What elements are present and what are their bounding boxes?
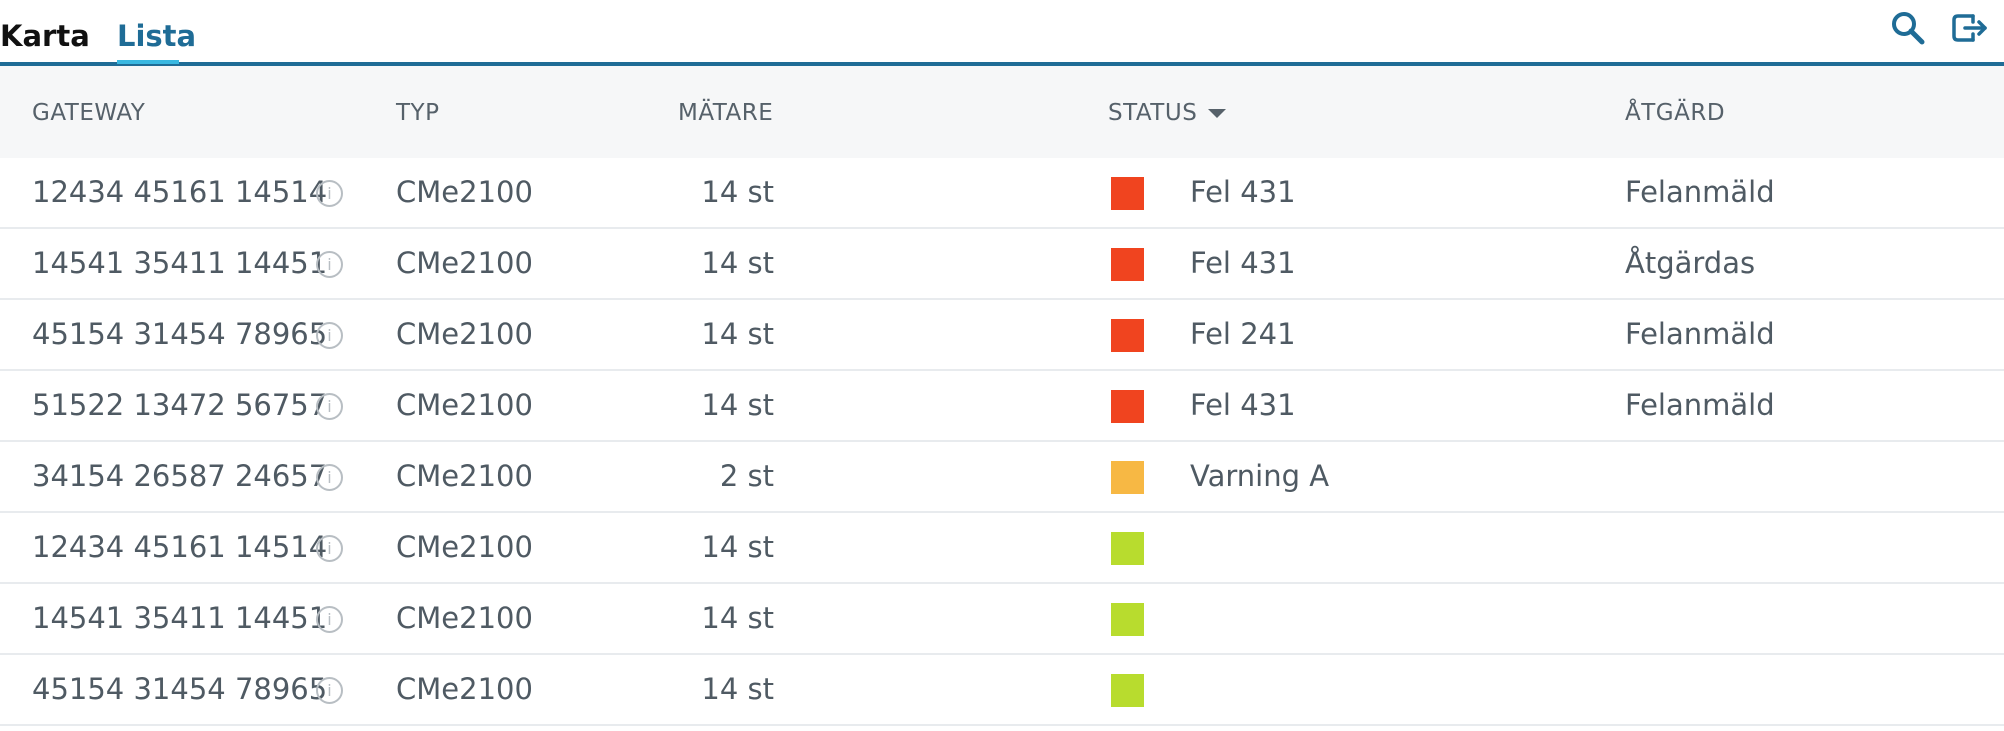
gateway-id: 34154 26587 24657 [32,459,328,493]
meter-count: 14 st [701,388,774,422]
gateway-type: CMe2100 [396,601,533,635]
status-text: Fel 431 [1190,246,1296,280]
gateway-type: CMe2100 [396,246,533,280]
gateway-id: 14541 35411 14451 [32,246,328,280]
gateway-type: CMe2100 [396,175,533,209]
action-text: Felanmäld [1625,388,1775,422]
meter-count: 14 st [701,317,774,351]
action-text: Felanmäld [1625,317,1775,351]
table-header: GATEWAY TYP MÄTARE STATUS ÅTGÄRD [0,66,2004,158]
column-header-matare[interactable]: MÄTARE [678,100,774,126]
gateway-id: 12434 45161 14514 [32,530,328,564]
search-icon [1891,11,1925,45]
meter-count: 14 st [701,530,774,564]
sort-descending-icon[interactable] [1208,109,1226,118]
info-icon[interactable]: i [316,535,343,562]
tab-lista[interactable]: Lista [117,19,197,53]
status-indicator [1111,248,1144,281]
search-button[interactable] [1886,6,1930,50]
column-header-atgard[interactable]: ÅTGÄRD [1625,100,1726,126]
status-indicator [1111,603,1144,636]
gateway-type: CMe2100 [396,530,533,564]
table-row[interactable]: 45154 31454 78965 i CMe2100 14 st [0,655,2004,726]
header-bar: Karta Lista [0,0,2004,66]
active-tab-indicator [117,60,179,64]
table-row[interactable]: 34154 26587 24657 i CMe2100 2 st Varning… [0,442,2004,513]
status-text: Fel 431 [1190,175,1296,209]
column-header-typ[interactable]: TYP [396,100,440,126]
gateway-type: CMe2100 [396,317,533,351]
status-text: Varning A [1190,459,1330,493]
gateway-type: CMe2100 [396,459,533,493]
info-icon[interactable]: i [316,180,343,207]
status-text: Fel 241 [1190,317,1296,351]
table-row[interactable]: 14541 35411 14451 i CMe2100 14 st Fel 43… [0,229,2004,300]
action-text: Åtgärdas [1625,246,1756,280]
status-indicator [1111,461,1144,494]
column-header-status[interactable]: STATUS [1108,100,1198,126]
gateway-type: CMe2100 [396,672,533,706]
gateway-table: GATEWAY TYP MÄTARE STATUS ÅTGÄRD 12434 4… [0,66,2004,726]
table-row[interactable]: 12434 45161 14514 i CMe2100 14 st Fel 43… [0,158,2004,229]
gateway-id: 51522 13472 56757 [32,388,328,422]
status-indicator [1111,319,1144,352]
status-indicator [1111,674,1144,707]
table-row[interactable]: 14541 35411 14451 i CMe2100 14 st [0,584,2004,655]
meter-count: 14 st [701,246,774,280]
meter-count: 14 st [701,175,774,209]
gateway-id: 45154 31454 78965 [32,672,328,706]
table-row[interactable]: 51522 13472 56757 i CMe2100 14 st Fel 43… [0,371,2004,442]
gateway-type: CMe2100 [396,388,533,422]
column-header-gateway[interactable]: GATEWAY [32,100,146,126]
status-text: Fel 431 [1190,388,1296,422]
info-icon[interactable]: i [316,606,343,633]
tab-karta[interactable]: Karta [0,19,90,53]
gateway-id: 14541 35411 14451 [32,601,328,635]
logout-button[interactable] [1949,6,1993,50]
status-indicator [1111,390,1144,423]
table-row[interactable]: 12434 45161 14514 i CMe2100 14 st [0,513,2004,584]
meter-count: 14 st [701,601,774,635]
logout-icon [1951,11,1991,45]
table-row[interactable]: 45154 31454 78965 i CMe2100 14 st Fel 24… [0,300,2004,371]
info-icon[interactable]: i [316,251,343,278]
meter-count: 2 st [719,459,774,493]
info-icon[interactable]: i [316,464,343,491]
meter-count: 14 st [701,672,774,706]
info-icon[interactable]: i [316,677,343,704]
status-indicator [1111,532,1144,565]
action-text: Felanmäld [1625,175,1775,209]
gateway-id: 45154 31454 78965 [32,317,328,351]
info-icon[interactable]: i [316,322,343,349]
status-indicator [1111,177,1144,210]
info-icon[interactable]: i [316,393,343,420]
gateway-id: 12434 45161 14514 [32,175,328,209]
